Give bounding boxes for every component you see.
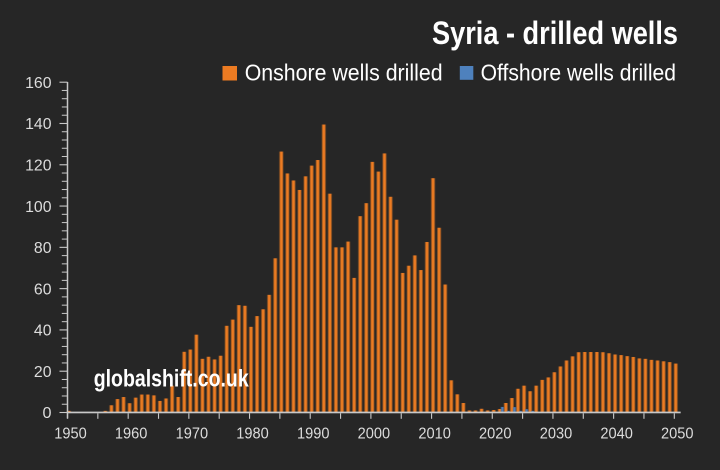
svg-text:120: 120: [25, 157, 51, 174]
svg-text:Syria - drilled wells: Syria - drilled wells: [432, 15, 678, 51]
svg-text:1970: 1970: [176, 426, 209, 443]
svg-text:0: 0: [43, 405, 52, 422]
svg-text:Onshore wells drilled: Onshore wells drilled: [245, 59, 443, 85]
svg-text:160: 160: [25, 75, 51, 92]
svg-text:1960: 1960: [115, 426, 148, 443]
svg-text:2010: 2010: [418, 426, 451, 443]
svg-text:2040: 2040: [600, 426, 633, 443]
svg-text:20: 20: [34, 364, 52, 381]
svg-text:1980: 1980: [236, 426, 269, 443]
svg-text:40: 40: [34, 323, 52, 340]
svg-text:140: 140: [25, 116, 51, 133]
svg-text:globalshift.co.uk: globalshift.co.uk: [94, 365, 250, 392]
svg-text:60: 60: [34, 281, 52, 298]
svg-text:100: 100: [25, 199, 51, 216]
svg-text:Offshore wells drilled: Offshore wells drilled: [481, 59, 676, 85]
svg-text:1990: 1990: [297, 426, 330, 443]
svg-text:2020: 2020: [479, 426, 512, 443]
svg-text:1950: 1950: [54, 426, 87, 443]
svg-text:2030: 2030: [540, 426, 573, 443]
svg-text:2050: 2050: [661, 426, 694, 443]
svg-text:80: 80: [34, 240, 52, 257]
svg-text:2000: 2000: [358, 426, 391, 443]
